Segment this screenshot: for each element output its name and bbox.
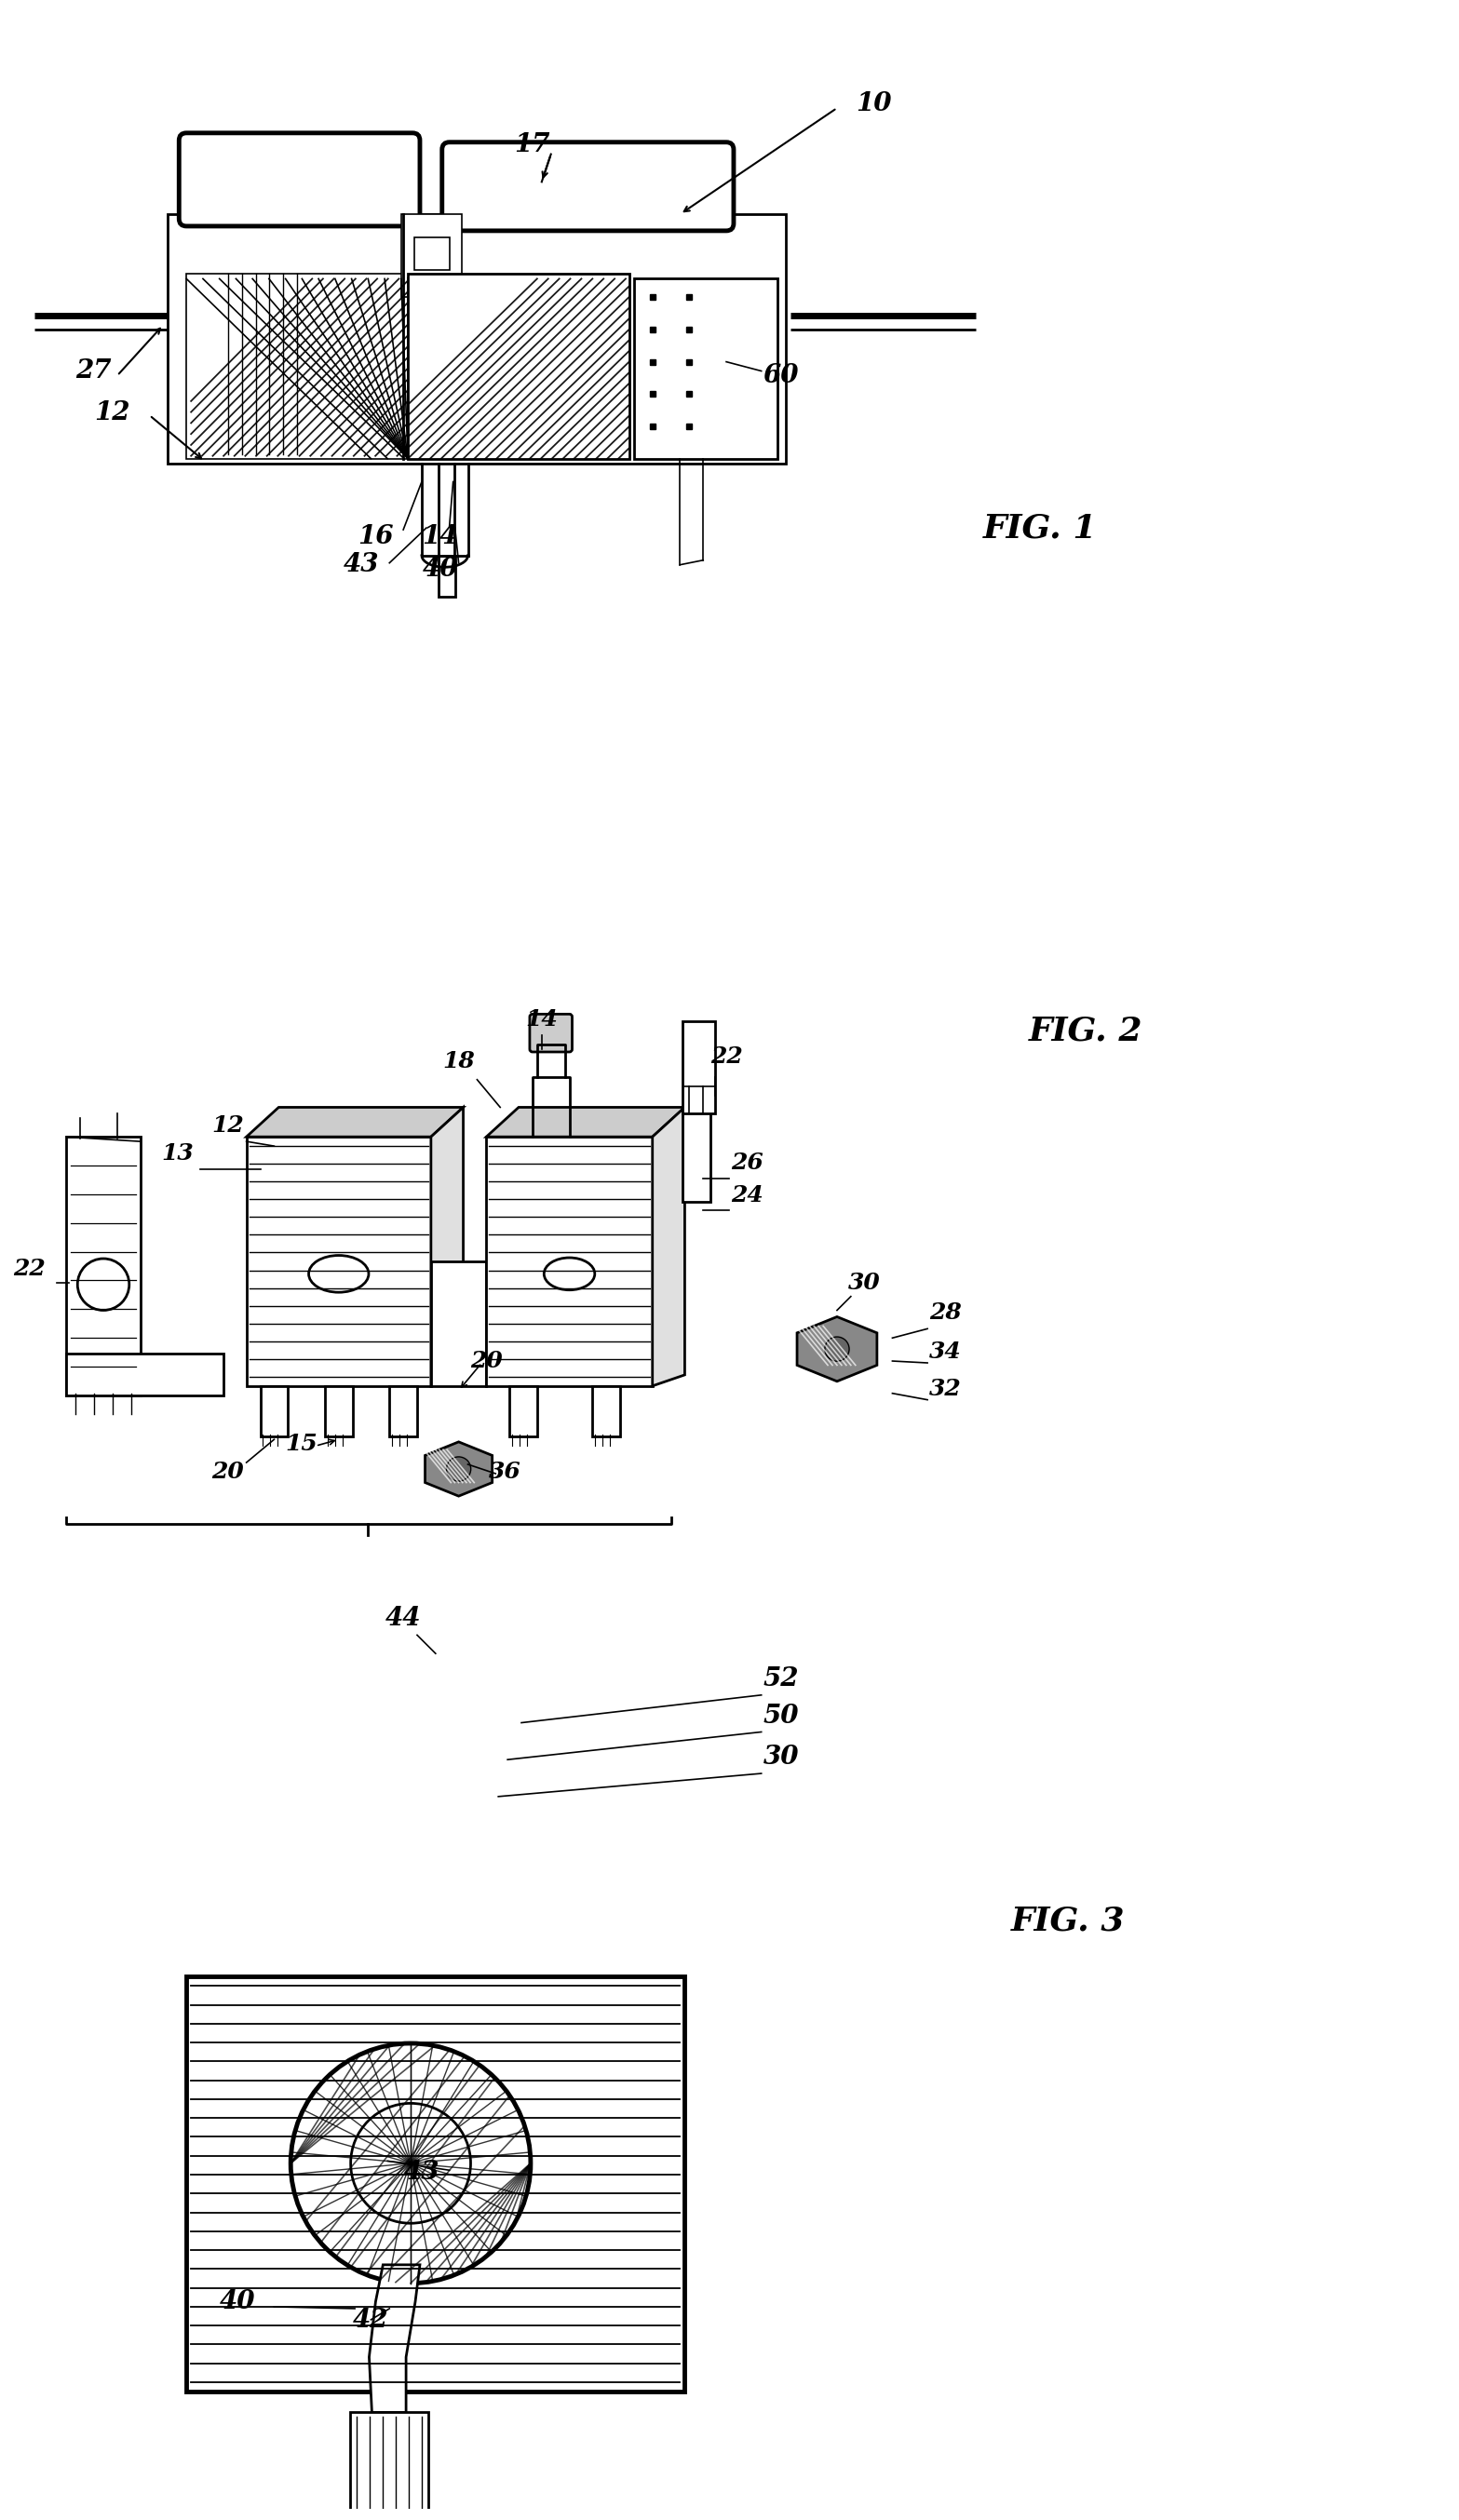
Text: 13: 13 (160, 1142, 194, 1164)
Text: 26: 26 (731, 1152, 763, 1174)
Text: 22: 22 (711, 1046, 743, 1068)
Text: 40: 40 (422, 557, 458, 582)
Text: 30: 30 (849, 1273, 881, 1293)
Bar (635, 280, 778, 459)
Polygon shape (247, 1106, 464, 1137)
Bar (67, 1353, 223, 1396)
Bar (509, 1386, 537, 1436)
FancyBboxPatch shape (168, 214, 786, 464)
Bar (683, 1021, 715, 1114)
Text: 27: 27 (76, 358, 111, 383)
Bar (67, 1137, 140, 1396)
Bar (486, 1137, 652, 1386)
Polygon shape (797, 1318, 877, 1381)
Text: FIG. 1: FIG. 1 (983, 512, 1097, 544)
Bar (325, 1386, 353, 1436)
Text: 52: 52 (763, 1666, 800, 1691)
Circle shape (824, 1336, 849, 1361)
Text: 16: 16 (357, 524, 394, 549)
Text: 14: 14 (525, 1008, 557, 1031)
Text: FIG. 3: FIG. 3 (1011, 1905, 1125, 1938)
Bar (247, 1137, 430, 1386)
Bar (401, 214, 461, 297)
Text: 36: 36 (489, 1462, 521, 1482)
Circle shape (446, 1457, 471, 1482)
Text: 32: 32 (929, 1378, 961, 1399)
Bar (350, 2412, 429, 2520)
Bar (430, 1263, 486, 1386)
FancyBboxPatch shape (187, 1976, 684, 2391)
Text: 60: 60 (763, 363, 800, 388)
Bar (438, 554, 455, 597)
Bar (414, 237, 449, 270)
Polygon shape (652, 1106, 684, 1386)
Polygon shape (486, 1106, 684, 1137)
Text: 17: 17 (515, 134, 550, 159)
Bar (683, 1109, 711, 1202)
Text: 40: 40 (219, 2288, 255, 2313)
FancyBboxPatch shape (179, 134, 420, 227)
Bar (187, 275, 409, 459)
Circle shape (290, 2044, 531, 2283)
Polygon shape (425, 1441, 492, 1497)
Ellipse shape (544, 1257, 595, 1290)
Text: 44: 44 (385, 1605, 422, 1630)
Circle shape (350, 2104, 471, 2223)
Text: 50: 50 (763, 1704, 800, 1729)
Text: 12: 12 (212, 1114, 244, 1137)
Text: 24: 24 (731, 1184, 763, 1207)
Text: 22: 22 (13, 1257, 45, 1280)
Ellipse shape (309, 1255, 369, 1293)
Text: 20: 20 (470, 1351, 502, 1373)
FancyBboxPatch shape (530, 1013, 572, 1051)
Text: 12: 12 (95, 401, 130, 426)
Polygon shape (369, 2265, 420, 2412)
Bar (260, 1386, 287, 1436)
Text: FIG. 2: FIG. 2 (1029, 1016, 1144, 1046)
Bar (592, 1386, 620, 1436)
Text: 20: 20 (212, 1462, 244, 1482)
Text: 14: 14 (422, 524, 458, 549)
Text: 28: 28 (929, 1303, 961, 1323)
Text: 43: 43 (404, 2160, 439, 2185)
Bar (390, 1386, 417, 1436)
FancyBboxPatch shape (442, 141, 734, 232)
Text: 42: 42 (353, 2308, 390, 2334)
Text: 43: 43 (344, 552, 379, 577)
Text: 34: 34 (929, 1341, 961, 1363)
Polygon shape (430, 1106, 464, 1386)
Text: 30: 30 (763, 1744, 800, 1769)
Text: 15: 15 (286, 1434, 318, 1454)
Text: 10: 10 (855, 91, 891, 116)
Bar (409, 275, 629, 459)
Text: 18: 18 (442, 1051, 474, 1074)
Bar (191, 280, 409, 456)
